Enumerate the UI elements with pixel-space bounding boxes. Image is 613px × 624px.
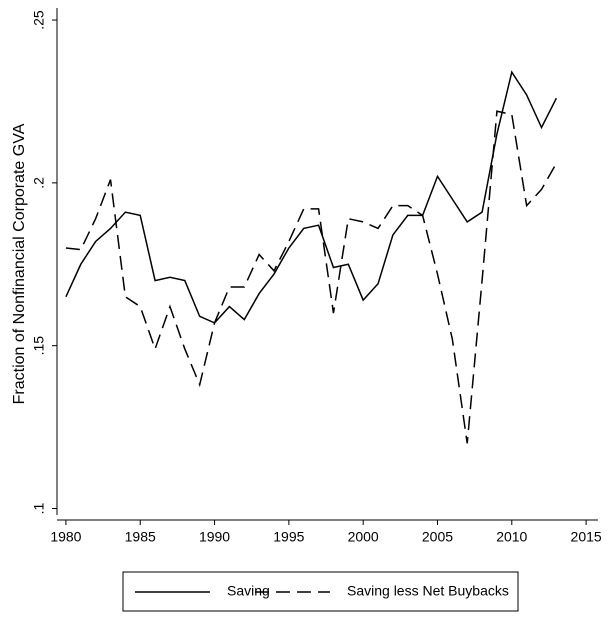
series-line xyxy=(65,70,558,324)
y-tick-label: .2 xyxy=(31,177,47,189)
y-tick-label: .1 xyxy=(31,502,47,514)
x-tick-label: 1990 xyxy=(199,529,230,545)
legend-label: Saving xyxy=(227,583,270,599)
x-tick-label: 2010 xyxy=(496,529,527,545)
x-tick-label: 1995 xyxy=(273,529,304,545)
legend-label: Saving less Net Buybacks xyxy=(347,583,509,599)
y-tick-label: .25 xyxy=(31,10,47,30)
x-tick-label: 2015 xyxy=(571,529,602,545)
y-axis-label: Fraction of Nonfinancial Corporate GVA xyxy=(11,123,28,404)
x-tick-label: 2005 xyxy=(422,529,453,545)
x-tick-label: 1985 xyxy=(125,529,156,545)
x-tick-label: 1980 xyxy=(50,529,81,545)
x-tick-label: 2000 xyxy=(348,529,379,545)
y-tick-label: .15 xyxy=(31,336,47,356)
series-line xyxy=(65,110,558,444)
